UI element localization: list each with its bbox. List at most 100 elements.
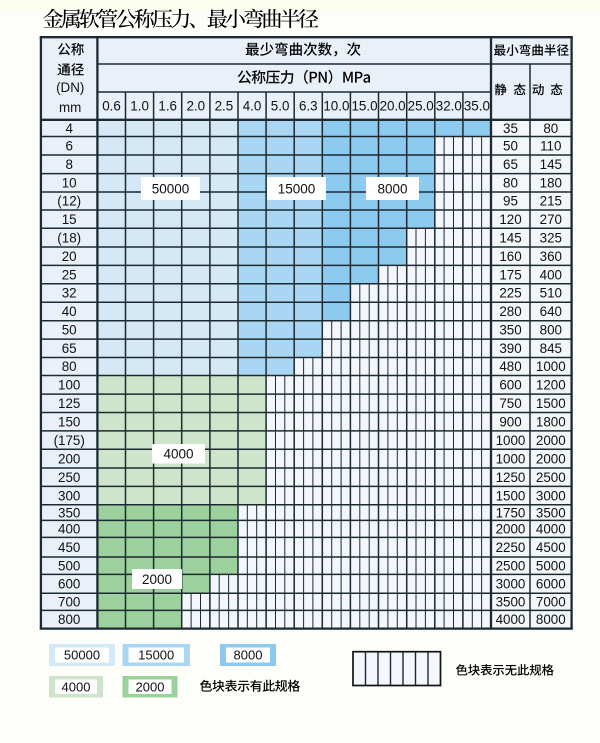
svg-text:1200: 1200: [536, 378, 566, 393]
svg-text:280: 280: [499, 304, 521, 319]
svg-text:80: 80: [543, 121, 558, 136]
svg-text:215: 215: [540, 194, 562, 209]
svg-text:4000: 4000: [536, 522, 566, 537]
svg-text:700: 700: [58, 595, 80, 610]
svg-text:2000: 2000: [496, 522, 526, 537]
svg-text:4000: 4000: [496, 612, 526, 627]
svg-text:(175): (175): [54, 433, 85, 448]
svg-text:1500: 1500: [536, 396, 566, 411]
svg-text:225: 225: [499, 286, 521, 301]
svg-text:50000: 50000: [64, 648, 100, 663]
svg-text:7000: 7000: [536, 595, 566, 610]
svg-text:1250: 1250: [496, 470, 526, 485]
svg-text:8: 8: [65, 157, 72, 172]
svg-text:1800: 1800: [536, 414, 566, 429]
svg-text:2000: 2000: [536, 451, 566, 466]
svg-text:5000: 5000: [536, 558, 566, 573]
svg-text:2250: 2250: [496, 540, 526, 555]
svg-text:2000: 2000: [136, 679, 165, 694]
svg-text:8000: 8000: [234, 648, 263, 663]
svg-text:4000: 4000: [62, 679, 91, 694]
svg-text:mm: mm: [59, 100, 81, 115]
svg-text:50: 50: [503, 138, 518, 153]
svg-text:15000: 15000: [138, 648, 174, 663]
svg-text:3000: 3000: [536, 488, 566, 503]
svg-text:400: 400: [540, 267, 562, 282]
svg-text:160: 160: [499, 249, 521, 264]
svg-text:10.0: 10.0: [323, 99, 349, 114]
svg-text:250: 250: [58, 470, 80, 485]
svg-text:6000: 6000: [536, 577, 566, 592]
svg-text:(18): (18): [57, 230, 81, 245]
svg-text:1000: 1000: [496, 451, 526, 466]
svg-text:25: 25: [62, 267, 77, 282]
svg-text:120: 120: [499, 212, 521, 227]
svg-text:3000: 3000: [496, 577, 526, 592]
svg-text:15000: 15000: [278, 181, 316, 196]
svg-text:80: 80: [62, 359, 77, 374]
svg-text:4500: 4500: [536, 540, 566, 555]
svg-text:2.5: 2.5: [215, 99, 234, 114]
svg-text:6.3: 6.3: [299, 99, 318, 114]
svg-text:900: 900: [499, 414, 521, 429]
svg-text:200: 200: [58, 451, 80, 466]
svg-text:6: 6: [65, 138, 72, 153]
svg-text:2500: 2500: [536, 470, 566, 485]
svg-text:65: 65: [62, 341, 77, 356]
svg-text:2000: 2000: [536, 433, 566, 448]
svg-text:300: 300: [58, 488, 80, 503]
svg-text:100: 100: [58, 378, 80, 393]
svg-text:(12): (12): [57, 194, 81, 209]
svg-text:1750: 1750: [496, 505, 526, 520]
svg-text:1500: 1500: [496, 488, 526, 503]
svg-text:360: 360: [540, 249, 562, 264]
svg-text:270: 270: [540, 212, 562, 227]
svg-text:2500: 2500: [496, 558, 526, 573]
svg-text:325: 325: [540, 230, 562, 245]
svg-text:1.0: 1.0: [130, 99, 149, 114]
svg-text:4000: 4000: [163, 447, 193, 462]
svg-text:50: 50: [62, 323, 77, 338]
svg-text:95: 95: [503, 194, 518, 209]
svg-text:15.0: 15.0: [351, 99, 377, 114]
svg-text:15: 15: [62, 212, 77, 227]
svg-text:40: 40: [62, 304, 77, 319]
svg-text:1.6: 1.6: [158, 99, 177, 114]
svg-text:350: 350: [58, 505, 80, 520]
svg-text:600: 600: [499, 378, 521, 393]
svg-text:3500: 3500: [536, 505, 566, 520]
svg-text:1000: 1000: [536, 359, 566, 374]
svg-text:32.0: 32.0: [436, 99, 462, 114]
svg-text:150: 150: [58, 414, 80, 429]
svg-text:80: 80: [503, 176, 518, 191]
svg-text:32: 32: [62, 286, 77, 301]
svg-text:845: 845: [540, 341, 562, 356]
svg-text:510: 510: [540, 286, 562, 301]
svg-text:800: 800: [540, 323, 562, 338]
svg-text:8000: 8000: [377, 181, 407, 196]
svg-text:390: 390: [499, 341, 521, 356]
svg-text:350: 350: [499, 323, 521, 338]
svg-text:180: 180: [540, 176, 562, 191]
svg-text:0.6: 0.6: [102, 99, 121, 114]
svg-text:640: 640: [540, 304, 562, 319]
svg-text:450: 450: [58, 540, 80, 555]
svg-text:35.0: 35.0: [464, 99, 490, 114]
svg-text:20.0: 20.0: [380, 99, 406, 114]
svg-text:5.0: 5.0: [271, 99, 290, 114]
svg-text:145: 145: [499, 230, 521, 245]
svg-text:(DN): (DN): [56, 80, 84, 95]
svg-text:10: 10: [62, 176, 77, 191]
svg-text:2000: 2000: [142, 572, 172, 587]
svg-text:800: 800: [58, 612, 80, 627]
svg-text:4.0: 4.0: [243, 99, 262, 114]
svg-text:500: 500: [58, 558, 80, 573]
svg-text:50000: 50000: [152, 181, 190, 196]
svg-text:1000: 1000: [496, 433, 526, 448]
svg-text:2.0: 2.0: [186, 99, 205, 114]
svg-text:8000: 8000: [536, 612, 566, 627]
svg-text:125: 125: [58, 396, 80, 411]
svg-text:750: 750: [499, 396, 521, 411]
svg-text:600: 600: [58, 577, 80, 592]
svg-text:25.0: 25.0: [408, 99, 434, 114]
